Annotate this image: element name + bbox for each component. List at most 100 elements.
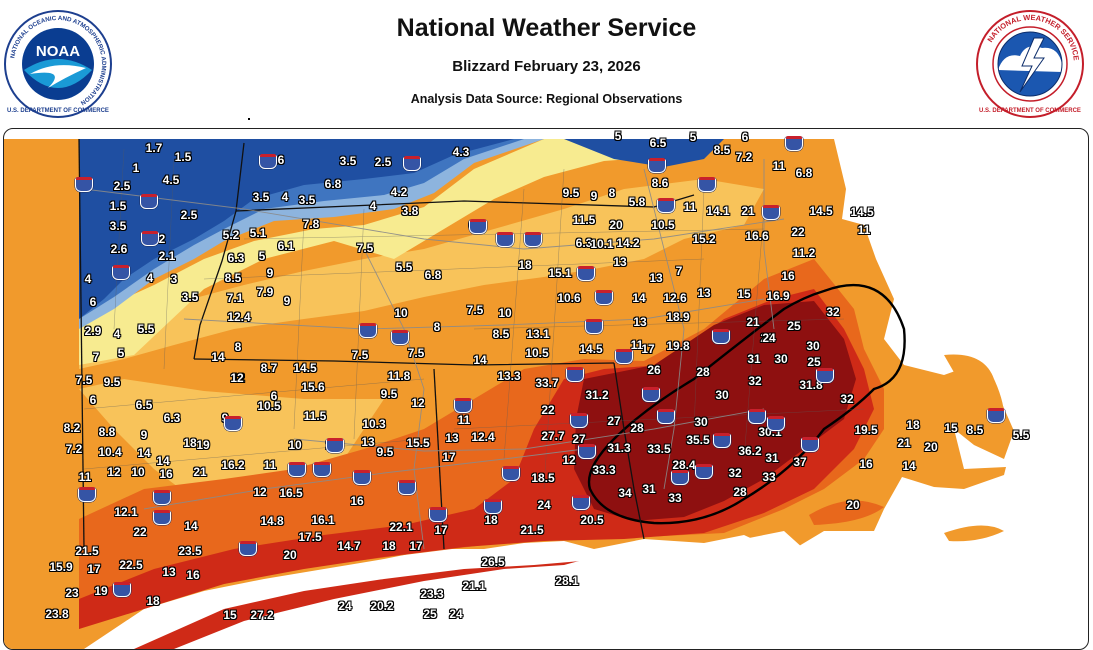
snowfall-value: 17 — [442, 450, 456, 464]
snowfall-value: 15 — [223, 608, 237, 622]
interstate-shield-icon — [454, 398, 472, 413]
snowfall-value: 16 — [781, 269, 795, 283]
snowfall-value: 33.3 — [592, 463, 616, 477]
snowfall-value: 3.5 — [298, 193, 316, 207]
snowfall-value: 18 — [484, 513, 498, 527]
snowfall-value: 18 — [382, 539, 396, 553]
interstate-shield-icon — [657, 198, 675, 213]
snowfall-value: 13 — [633, 315, 647, 329]
snowfall-value: 2.5 — [180, 208, 198, 222]
snowfall-value: 6.8 — [324, 177, 342, 191]
snowfall-value: 18 — [146, 594, 160, 608]
snowfall-value: 10.3 — [362, 417, 386, 431]
snowfall-value: 5.1 — [249, 226, 267, 240]
snowfall-value: 28 — [733, 485, 747, 499]
snowfall-value: 13 — [649, 271, 663, 285]
interstate-shield-icon — [429, 507, 447, 522]
snowfall-value: 3.5 — [181, 290, 199, 304]
snowfall-value: 31.8 — [799, 378, 823, 392]
snowfall-value: 9 — [266, 266, 274, 280]
snowfall-value: 7.5 — [407, 346, 425, 360]
snowfall-value: 2.9 — [84, 324, 102, 338]
snowfall-value: 1.7 — [145, 141, 163, 155]
snowfall-value: 5.8 — [628, 195, 646, 209]
snowfall-value: 7.5 — [466, 303, 484, 317]
snowfall-value: 5 — [117, 346, 125, 360]
noaa-logo: NOAA NATIONAL OCEANIC AND ATMOSPHERIC AD… — [2, 8, 114, 120]
snowfall-value: 23.5 — [178, 544, 202, 558]
snowfall-value: 8.5 — [224, 271, 242, 285]
snowfall-value: 6.5 — [135, 398, 153, 412]
interstate-shield-icon — [75, 177, 93, 192]
snowfall-value: 12 — [231, 371, 245, 385]
snowfall-value: 25 — [423, 607, 437, 621]
snowfall-value: 14.5 — [850, 205, 874, 219]
snowfall-value: 34 — [618, 486, 632, 500]
snowfall-value: 8 — [234, 340, 242, 354]
snowfall-value: 31.3 — [607, 441, 631, 455]
snowfall-value: 18 — [906, 418, 920, 432]
snowfall-value: 27.7 — [541, 429, 565, 443]
snowfall-value: 19 — [196, 438, 210, 452]
interstate-shield-icon — [403, 156, 421, 171]
snowfall-value: 11 — [630, 338, 644, 352]
interstate-shield-icon — [224, 416, 242, 431]
interstate-shield-icon — [113, 582, 131, 597]
snowfall-value: 11.5 — [303, 409, 327, 423]
snowfall-value: 7.8 — [302, 217, 320, 231]
interstate-shield-icon — [141, 231, 159, 246]
snowfall-value: 8 — [608, 186, 616, 200]
snowfall-value: 22 — [133, 525, 147, 539]
snowfall-value: 1 — [132, 161, 140, 175]
interstate-shield-icon — [615, 349, 633, 364]
snowfall-value: 13 — [697, 286, 711, 300]
snowfall-value: 28.1 — [555, 574, 579, 588]
snowfall-value: 8.8 — [98, 425, 116, 439]
snowfall-value: 14.7 — [337, 539, 361, 553]
snowfall-value: 28 — [696, 365, 710, 379]
interstate-shield-icon — [239, 541, 257, 556]
interstate-shield-icon — [748, 409, 766, 424]
snowfall-value: 6.5 — [649, 136, 667, 150]
interstate-shield-icon — [566, 367, 584, 382]
snowfall-value: 28 — [630, 421, 644, 435]
snowfall-value: 7.5 — [351, 348, 369, 362]
snowfall-value: 16 — [186, 568, 200, 582]
snowfall-value: 31 — [747, 352, 761, 366]
snowfall-value: 20 — [924, 440, 938, 454]
event-subtitle: Blizzard February 23, 2026 — [452, 58, 641, 75]
snowfall-value: 23.3 — [420, 587, 444, 601]
snowfall-value: 16 — [859, 457, 873, 471]
snowfall-value: 11 — [263, 458, 277, 472]
snowfall-value: 18.5 — [531, 471, 555, 485]
snowfall-value: 17 — [641, 342, 655, 356]
snowfall-value: 31.2 — [585, 388, 609, 402]
snowfall-map — [3, 128, 1089, 650]
snowfall-value: 6 — [89, 393, 97, 407]
snowfall-value: 15.2 — [692, 232, 716, 246]
snowfall-value: 12.4 — [471, 430, 495, 444]
interstate-shield-icon — [313, 462, 331, 477]
interstate-shield-icon — [391, 330, 409, 345]
snowfall-value: 24 — [537, 498, 551, 512]
snowfall-value: 30 — [806, 339, 820, 353]
snowfall-value: 15 — [737, 287, 751, 301]
interstate-shield-icon — [577, 266, 595, 281]
interstate-shield-icon — [524, 232, 542, 247]
snowfall-value: 14.5 — [293, 361, 317, 375]
snowfall-value: 2.5 — [374, 155, 392, 169]
snowfall-value: 8.5 — [966, 423, 984, 437]
snowfall-value: 6.3 — [575, 236, 593, 250]
snowfall-value: 7.2 — [65, 442, 83, 456]
snowfall-value: 11 — [683, 200, 697, 214]
snowfall-value: 18 — [518, 258, 532, 272]
interstate-shield-icon — [140, 194, 158, 209]
snowfall-value: 5.2 — [222, 228, 240, 242]
interstate-shield-icon — [502, 466, 520, 481]
snowfall-value: 12.1 — [114, 505, 138, 519]
snowfall-value: 12 — [253, 485, 267, 499]
snowfall-value: 21 — [741, 204, 755, 218]
snowfall-value: 4.2 — [390, 185, 408, 199]
snowfall-value: 21 — [746, 315, 760, 329]
snowfall-value: 5.5 — [137, 322, 155, 336]
